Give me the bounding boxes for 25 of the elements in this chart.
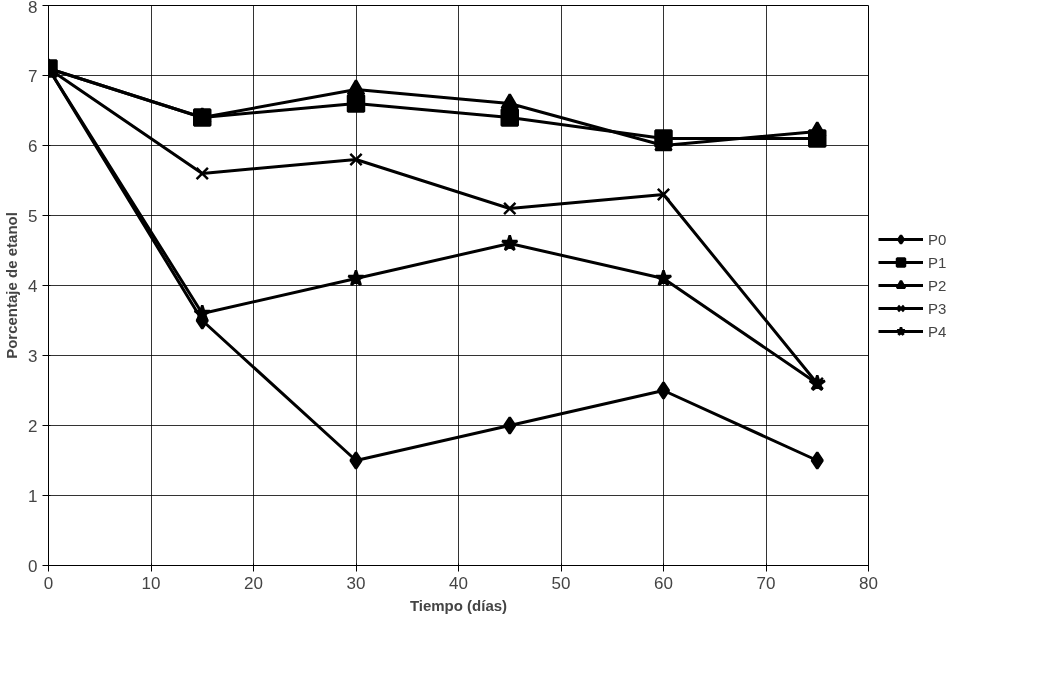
y-tick-label: 6 xyxy=(28,136,38,156)
y-tick-label: 7 xyxy=(28,66,38,86)
legend-label: P3 xyxy=(928,299,948,317)
legend-label: P1 xyxy=(928,253,948,271)
y-tick-label: 3 xyxy=(28,346,38,366)
legend-label: P2 xyxy=(928,276,948,294)
x-tick-label: 80 xyxy=(859,573,878,593)
x-tick-label: 50 xyxy=(551,573,571,593)
y-tick-label: 2 xyxy=(28,416,38,436)
x-tick-label: 30 xyxy=(346,573,366,593)
x-tick-label: 60 xyxy=(654,573,673,593)
x-tick-label: 20 xyxy=(244,573,263,593)
x-tick-label: 40 xyxy=(449,573,468,593)
y-tick-label: 0 xyxy=(28,556,38,576)
y-axis-title: Porcentaje de etanol xyxy=(3,212,21,359)
y-tick-label: 8 xyxy=(28,0,38,17)
x-tick-label: 70 xyxy=(756,573,776,593)
legend-label: P4 xyxy=(928,322,948,340)
legend-label: P0 xyxy=(928,230,948,248)
x-tick-label: 10 xyxy=(141,573,161,593)
y-tick-label: 1 xyxy=(28,486,38,506)
x-tick-label: 0 xyxy=(43,573,54,593)
x-axis-title: Tiempo (días) xyxy=(409,596,508,614)
y-tick-label: 5 xyxy=(28,206,38,226)
y-tick-label: 4 xyxy=(28,276,38,296)
